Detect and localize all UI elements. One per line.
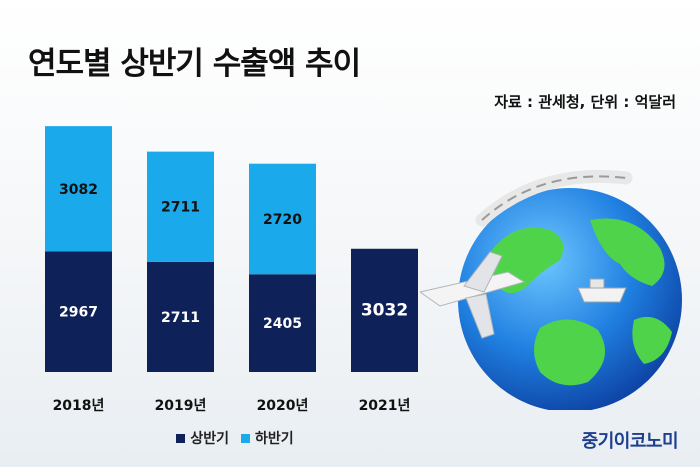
- continent-shape: [534, 319, 606, 386]
- chart-title: 연도별 상반기 수출액 추이: [28, 46, 361, 82]
- bar-first-half: [351, 248, 418, 372]
- legend-item-first-half: 상반기: [176, 428, 229, 448]
- legend-label-second-half: 하반기: [255, 431, 294, 447]
- brand-logo-text: 중기이코노미: [581, 431, 679, 452]
- ship-icon: [577, 278, 627, 303]
- airplane-icon: [420, 251, 526, 339]
- legend-swatch-second-half: [241, 433, 250, 443]
- source-note: 자료 : 관세청, 단위 : 억달러: [494, 93, 676, 111]
- data-label: 2711: [161, 310, 200, 326]
- legend-swatch-first-half: [176, 433, 186, 443]
- data-label: 2720: [263, 212, 302, 228]
- bar-first-half: [45, 251, 112, 372]
- bar-first-half: [249, 274, 316, 372]
- x-tick-label: 2019년: [155, 398, 207, 414]
- bar-second-half: [249, 163, 316, 275]
- bar-first-half: [147, 261, 214, 372]
- globe-illustration: [420, 169, 682, 410]
- data-label: 2405: [263, 316, 302, 332]
- x-tick-label: 2018년: [53, 398, 105, 414]
- continent-shape: [632, 316, 672, 364]
- continent-shape: [590, 218, 665, 286]
- legend-item-second-half: 하반기: [241, 428, 294, 448]
- legend-label-first-half: 상반기: [190, 431, 229, 447]
- data-label: 3032: [361, 300, 408, 320]
- bar-second-half: [147, 151, 214, 262]
- bar-second-half: [45, 126, 112, 252]
- data-label: 3082: [59, 182, 98, 198]
- x-tick-label: 2021년: [359, 398, 411, 414]
- x-tick-label: 2020년: [257, 398, 309, 414]
- legend: 상반기 하반기: [0, 428, 470, 448]
- train-icon: [475, 169, 633, 227]
- data-label: 2967: [59, 305, 98, 321]
- data-label: 2711: [161, 200, 200, 216]
- bar-chart: 2967 3082 2018년 2711 2711 2019년 2405 2720 2020년 3…: [45, 126, 418, 414]
